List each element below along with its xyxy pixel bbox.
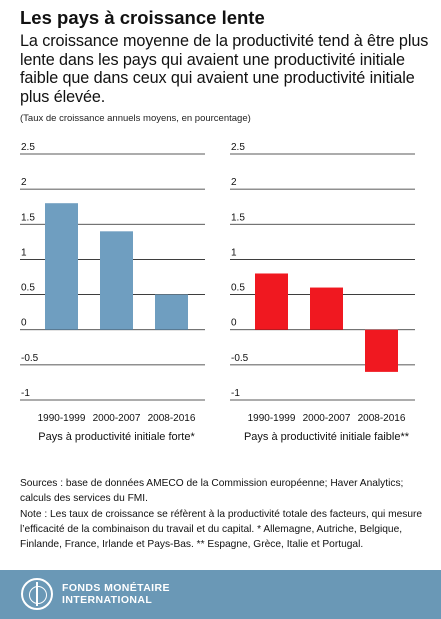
y-tick-label: 1.5 — [21, 212, 35, 223]
units-note: (Taux de croissance annuels moyens, en p… — [20, 113, 251, 124]
y-tick-label: 1.5 — [231, 212, 245, 223]
x-tick-label: 1990-1999 — [38, 413, 86, 424]
logo-line-2: INTERNATIONAL — [62, 593, 153, 606]
y-tick-label: 2 — [21, 177, 27, 188]
bar — [100, 231, 133, 330]
y-tick-label: 0.5 — [21, 283, 35, 294]
x-tick-label: 1990-1999 — [248, 413, 296, 424]
note-text: Note : Les taux de croissance se réfèren… — [20, 508, 423, 551]
chart-subtitle: La croissance moyenne de la productivité… — [20, 32, 429, 106]
y-tick-label: 2.5 — [21, 142, 35, 153]
y-tick-label: 1 — [231, 247, 237, 258]
y-tick-label: -0.5 — [231, 353, 249, 364]
x-tick-label: 2008-2016 — [148, 413, 196, 424]
x-tick-label: 2000-2007 — [303, 413, 351, 424]
bar — [45, 203, 78, 330]
y-tick-label: 1 — [21, 247, 27, 258]
y-tick-label: 2 — [231, 177, 237, 188]
y-tick-label: -1 — [231, 388, 240, 399]
bar — [365, 329, 398, 372]
imf-logo-text: FONDS MONÉTAIRE INTERNATIONAL — [62, 582, 170, 606]
y-tick-label: -1 — [21, 388, 30, 399]
bar — [255, 273, 288, 330]
bar-charts: 2.5 2 1.5 1 0.5 0 -0.5 -1 1990-1999 2000-2007 2008… — [20, 142, 415, 443]
y-tick-label: 0.5 — [231, 283, 245, 294]
imf-seal-icon — [21, 578, 53, 610]
footer-bar: FONDS MONÉTAIRE INTERNATIONAL — [0, 570, 441, 619]
y-tick-label: 0 — [21, 318, 27, 329]
chart-title: Les pays à croissance lente — [20, 7, 265, 28]
x-tick-label: 2000-2007 — [93, 413, 141, 424]
y-tick-label: 2.5 — [231, 142, 245, 153]
panel-title: Pays à productivité initiale faible** — [244, 431, 410, 443]
x-tick-label: 2008-2016 — [358, 413, 406, 424]
sources-block: Sources : base de données AMECO de la Co… — [20, 476, 425, 552]
bar — [155, 294, 188, 330]
sources-text: Sources : base de données AMECO de la Co… — [20, 478, 404, 505]
y-tick-label: -0.5 — [21, 353, 39, 364]
logo-line-1: FONDS MONÉTAIRE — [62, 582, 170, 594]
y-tick-label: 0 — [231, 318, 237, 329]
bar — [310, 287, 343, 330]
panel-title: Pays à productivité initiale forte* — [38, 431, 195, 443]
